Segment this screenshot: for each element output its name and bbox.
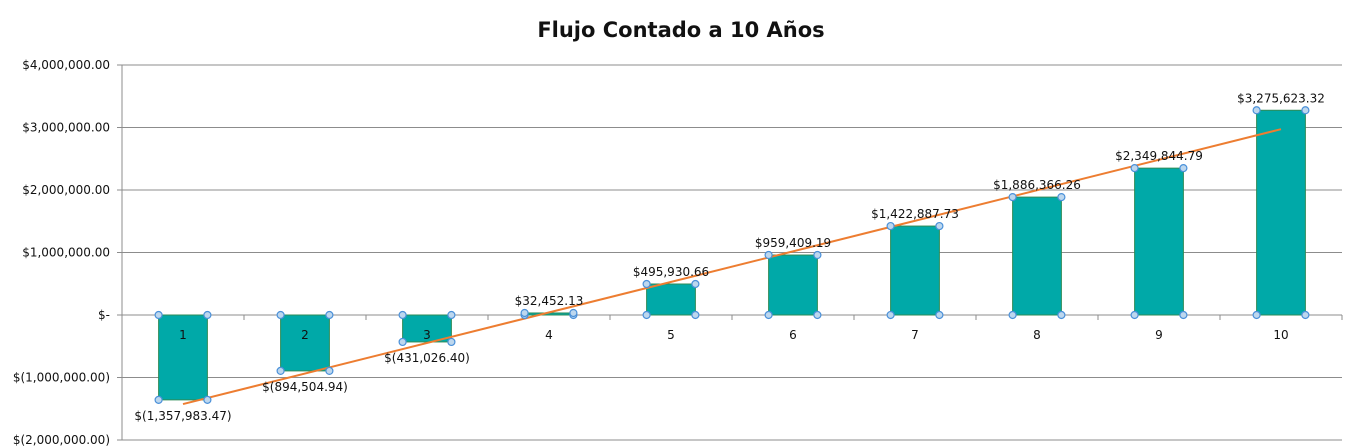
selection-handle (398, 337, 407, 347)
x-tick-label: 10 (1273, 328, 1288, 342)
selection-handle (1008, 310, 1017, 320)
y-tick-label: $4,000,000.00 (22, 58, 110, 72)
selection-handle (203, 310, 212, 320)
x-tick-label: 1 (179, 328, 187, 342)
data-label: $3,275,623.32 (1237, 91, 1325, 105)
selection-handle (398, 310, 407, 320)
selection-handle (325, 366, 334, 376)
bar (158, 314, 208, 401)
bar (402, 314, 452, 343)
y-tick-label: $- (98, 308, 110, 322)
data-label: $1,422,887.73 (871, 207, 959, 221)
selection-handle (520, 308, 529, 318)
selection-handle (886, 221, 895, 231)
selection-handle (1179, 310, 1188, 320)
bar (768, 254, 818, 316)
selection-handle (813, 310, 822, 320)
data-label: $2,349,844.79 (1115, 149, 1203, 163)
x-tick-label: 3 (423, 328, 431, 342)
bar (646, 283, 696, 316)
data-label: $32,452.13 (515, 294, 584, 308)
selection-handle (642, 279, 651, 289)
bar (1256, 109, 1306, 316)
data-label: $495,930.66 (633, 265, 709, 279)
selection-handle (691, 310, 700, 320)
bar (890, 225, 940, 316)
data-label: $(894,504.94) (262, 380, 348, 394)
y-tick-label: $(1,000,000.00) (13, 371, 110, 385)
selection-handle (1301, 310, 1310, 320)
x-tick-label: 7 (911, 328, 919, 342)
bar (1134, 167, 1184, 316)
x-tick-label: 8 (1033, 328, 1041, 342)
selection-handle (1008, 193, 1017, 202)
data-label: $959,409.19 (755, 236, 831, 250)
data-label: $(1,357,983.47) (134, 409, 231, 423)
selection-handle (1057, 193, 1066, 202)
y-tick-label: $(2,000,000.00) (13, 433, 110, 447)
trendline-group (182, 128, 1282, 406)
axes (117, 64, 1343, 441)
selection-handle (154, 310, 163, 320)
x-tick-label: 9 (1155, 328, 1163, 342)
labels: $4,000,000.00 $3,000,000.00 $2,000,000.00 $… (13, 58, 1325, 447)
selection-handle (764, 310, 773, 320)
trendline (182, 128, 1282, 406)
data-label: $(431,026.40) (384, 351, 470, 365)
selection-handle (1057, 310, 1066, 320)
selection-handle (813, 250, 822, 260)
selection-handle (764, 250, 773, 260)
selection-handle (1130, 164, 1139, 173)
y-tick-label: $2,000,000.00 (22, 183, 110, 197)
selection-handle (154, 395, 163, 404)
bar (280, 314, 330, 372)
x-tick-label: 2 (301, 328, 309, 342)
selection-handle (1252, 310, 1261, 320)
selection-handle (569, 308, 578, 318)
selection-handle (1252, 106, 1261, 115)
bar (1012, 196, 1062, 316)
selection-handle (1130, 310, 1139, 320)
selection-handle (447, 337, 456, 347)
y-tick-label: $3,000,000.00 (22, 121, 110, 135)
selection-handles (154, 106, 1310, 404)
chart-title: Flujo Contado a 10 Años (537, 18, 824, 42)
selection-handle (642, 310, 651, 320)
selection-handle (276, 310, 285, 320)
x-tick-label: 6 (789, 328, 797, 342)
y-tick-label: $1,000,000.00 (22, 246, 110, 260)
x-tick-label: 5 (667, 328, 675, 342)
selection-handle (203, 395, 212, 404)
selection-handle (276, 366, 285, 376)
selection-handle (1179, 164, 1188, 173)
selection-handle (935, 221, 944, 231)
selection-handle (325, 310, 334, 320)
data-label: $1,886,366.26 (993, 178, 1081, 192)
selection-handle (886, 310, 895, 320)
selection-handle (691, 279, 700, 289)
x-tick-label: 4 (545, 328, 553, 342)
selection-handle (1301, 106, 1310, 115)
selection-handle (935, 310, 944, 320)
selection-handle (447, 310, 456, 320)
bars (158, 109, 1306, 401)
